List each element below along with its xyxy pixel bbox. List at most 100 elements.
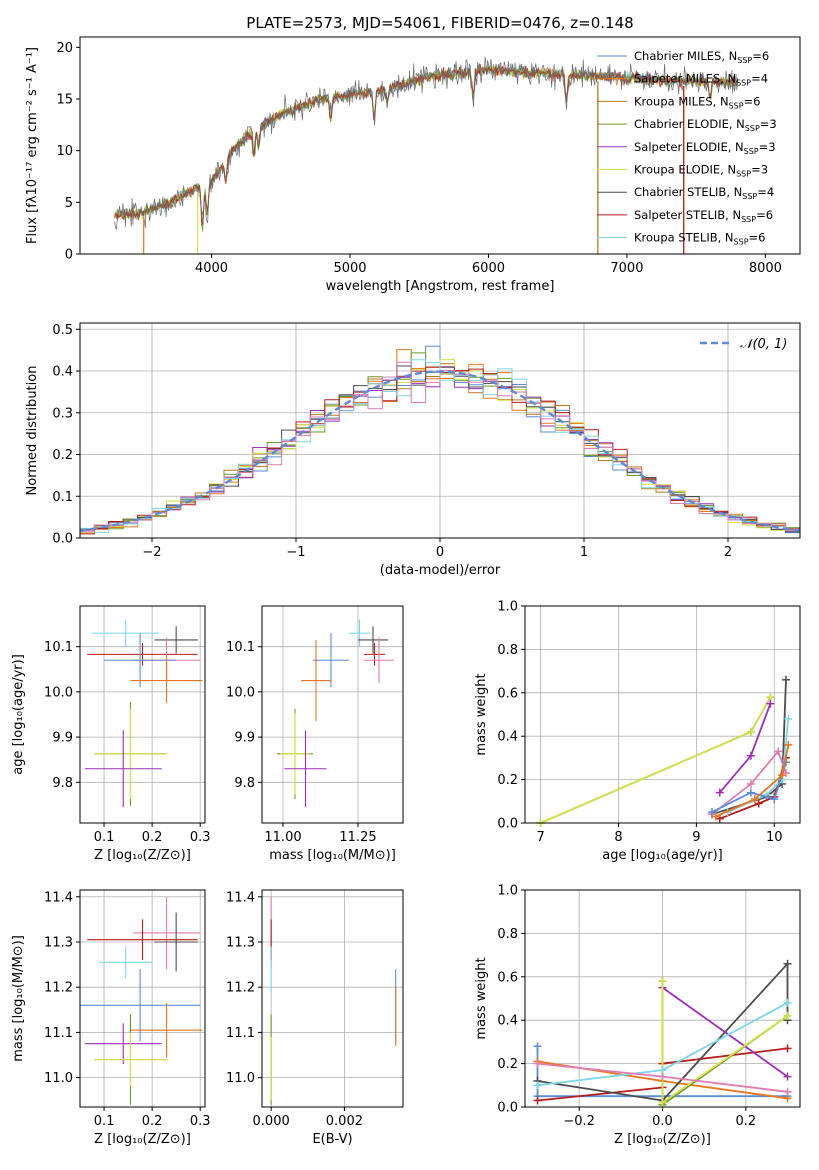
y-tick-label: 9.8 (234, 776, 255, 791)
spectrum-frame (79, 36, 801, 255)
legend-tail: =6 (744, 94, 761, 108)
legend-sub: SSP (734, 238, 749, 247)
y-tick-label: 0.2 (497, 1057, 518, 1072)
legend-text: Kroupa ELODIE, N (634, 163, 736, 177)
y-tick-label: 0.4 (52, 365, 73, 380)
legend-text: Chabrier ELODIE, N (634, 117, 745, 131)
x-tick-label: 11.00 (264, 830, 301, 845)
residual-legend: 𝒩(0, 1) (700, 337, 787, 352)
x-axis-label: age [log₁₀(age/yr)] (602, 848, 723, 863)
legend-sub: SSP (745, 124, 760, 133)
y-tick-label: 11.2 (44, 981, 73, 996)
y-tick-label: 9.9 (52, 731, 73, 746)
y-tick-label: 10.0 (44, 685, 73, 700)
residual-histograms (79, 345, 801, 535)
x-axis-label: wavelength [Angstrom, rest frame] (326, 279, 555, 294)
y-tick-label: 11.4 (226, 890, 255, 905)
legend-tail: =3 (760, 117, 777, 131)
legend-label: Chabrier MILES, NSSP=6 (634, 49, 769, 65)
y-tick-label: 0.3 (52, 406, 73, 421)
x-tick-label: 0.2 (735, 1114, 756, 1129)
x-axis-label: Z [log₁₀(Z/Z⊙)] (94, 848, 191, 863)
gaussian-curve (79, 370, 801, 532)
legend-label: Chabrier STELIB, NSSP=4 (634, 185, 774, 201)
y-tick-label: 5 (65, 196, 73, 211)
legend-sub: SSP (742, 192, 757, 201)
y-tick-label: 0.5 (52, 323, 73, 338)
y-tick-label: 11.0 (226, 1071, 255, 1086)
y-axis-label: mass weight (474, 957, 489, 1039)
z_vs_mass-frame (79, 889, 206, 1108)
x-tick-label: 0.2 (142, 1114, 163, 1129)
y-tick-label: 0.8 (497, 927, 518, 942)
x-tick-label: 9 (692, 830, 700, 845)
weight-line (711, 761, 787, 813)
weight-line (661, 981, 789, 1107)
model-spectrum-kroupa_stelib (114, 65, 738, 226)
y-tick-label: 0.8 (497, 643, 518, 658)
mass_vs_age-axes: 11.00 11.25 9.8 9.9 10.0 10.1 mass [log₁₀(M/M⊙… (226, 606, 403, 863)
legend-sub: SSP (741, 215, 756, 224)
x-tick-label: 0.002 (326, 1114, 363, 1129)
age_vs_weight-lines (536, 675, 793, 827)
y-tick-label: 0.0 (497, 1101, 518, 1116)
weight-line (711, 749, 787, 816)
x-tick-label: 10 (766, 830, 783, 845)
x-tick-label: −1 (286, 545, 305, 560)
x-tick-label: 0.0 (652, 1114, 673, 1129)
z_vs_mass-axes: 0.1 0.2 0.3 11.0 11.1 11.2 11.3 11.4 Z [log₁₀(Z/… (44, 890, 211, 1147)
z_vs_weight-frame (524, 889, 801, 1108)
weight-line (536, 1046, 788, 1098)
mass_vs_age-frame (261, 605, 404, 824)
y-tick-label: 0.4 (497, 1014, 518, 1029)
legend-tail: =3 (759, 140, 776, 154)
x-tick-label: 11.25 (339, 830, 376, 845)
legend-label: Chabrier ELODIE, NSSP=3 (634, 117, 777, 133)
spectrum-axes: 4000 5000 6000 7000 8000 0 5 10 15 20 wavelength [… (56, 41, 781, 294)
legend-text: Salpeter ELODIE, N (634, 140, 744, 154)
legend-text: Salpeter MILES, N (634, 72, 736, 86)
legend-tail: =4 (751, 72, 768, 86)
y-tick-label: 10.1 (226, 640, 255, 655)
weight-line (715, 744, 790, 818)
z_vs_weight-lines (533, 959, 792, 1109)
y-tick-label: 10 (56, 144, 73, 159)
y-tick-label: 0.0 (52, 532, 73, 547)
y-axis-label: Normed distribution (25, 366, 40, 496)
y-tick-label: 9.8 (52, 776, 73, 791)
histogram-pink (80, 361, 800, 533)
x-tick-label: 0 (436, 545, 444, 560)
observed-spectrum (114, 56, 739, 230)
x-axis-label: mass [log₁₀(M/M⊙)] (269, 848, 396, 863)
chart-title: PLATE=2573, MJD=54061, FIBERID=0476, z=0… (246, 14, 633, 32)
y-tick-label: 9.9 (234, 731, 255, 746)
legend-label: Salpeter ELODIE, NSSP=3 (634, 140, 776, 156)
x-tick-label: 5000 (333, 261, 366, 276)
legend-label: 𝒩(0, 1) (740, 337, 787, 352)
x-tick-label: 1 (580, 545, 588, 560)
legend-tail: =6 (756, 208, 773, 222)
legend-tail: =4 (757, 185, 774, 199)
x-axis-label: E(B-V) (312, 1132, 352, 1147)
legend-text: Kroupa STELIB, N (634, 231, 734, 245)
x-tick-label: 0.1 (94, 830, 115, 845)
y-tick-label: 0.6 (497, 970, 518, 985)
legend-label: Kroupa MILES, NSSP=6 (634, 94, 760, 110)
y-tick-label: 1.0 (497, 600, 518, 615)
x-tick-label: 8 (614, 830, 622, 845)
y-tick-label: 11.1 (44, 1026, 73, 1041)
y-tick-label: 0.2 (52, 448, 73, 463)
y-tick-label: 10.0 (226, 685, 255, 700)
legend-label: Salpeter MILES, NSSP=4 (634, 72, 768, 88)
y-tick-label: 11.3 (226, 935, 255, 950)
y-tick-label: 20 (56, 41, 73, 56)
legend-text: Kroupa MILES, N (634, 94, 729, 108)
x-tick-label: 6000 (472, 261, 505, 276)
legend-text: Chabrier STELIB, N (634, 185, 742, 199)
y-tick-label: 0.6 (497, 686, 518, 701)
age_vs_weight-frame (524, 605, 801, 824)
x-axis-label: Z [log₁₀(Z/Z⊙)] (94, 1132, 191, 1147)
y-axis-label: mass weight (474, 673, 489, 755)
z_vs_age-axes: 0.1 0.2 0.3 9.8 9.9 10.0 10.1 Z [log₁₀(Z/Z⊙)] (44, 606, 211, 863)
